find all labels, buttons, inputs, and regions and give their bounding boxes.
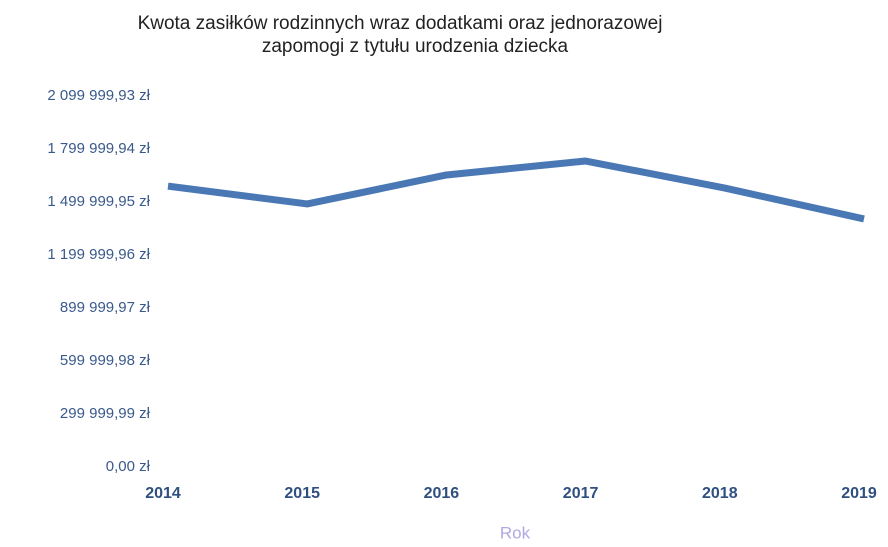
x-tick-label: 2018 <box>702 485 738 502</box>
y-tick-label: 299 999,99 zł <box>60 405 151 422</box>
chart-title: zapomogi z tytułu urodzenia dziecka <box>262 36 569 57</box>
y-tick-label: 2 099 999,93 zł <box>47 87 150 104</box>
x-tick-label: 2016 <box>424 485 460 502</box>
x-tick-label: 2015 <box>284 485 320 502</box>
y-tick-label: 1 499 999,95 zł <box>47 193 150 210</box>
line-series <box>167 157 865 223</box>
y-tick-label: 1 799 999,94 zł <box>47 140 150 157</box>
x-tick-label: 2017 <box>563 485 599 502</box>
x-tick-label: 2014 <box>145 485 181 502</box>
x-tick-label: 2019 <box>841 485 877 502</box>
x-axis-label: Rok <box>500 523 531 542</box>
y-tick-label: 599 999,98 zł <box>60 352 151 369</box>
chart-title: Kwota zasiłków rodzinnych wraz dodatkami… <box>138 13 663 34</box>
y-tick-label: 1 199 999,96 zł <box>47 246 150 263</box>
y-tick-label: 0,00 zł <box>106 458 151 475</box>
y-tick-label: 899 999,97 zł <box>60 299 151 316</box>
